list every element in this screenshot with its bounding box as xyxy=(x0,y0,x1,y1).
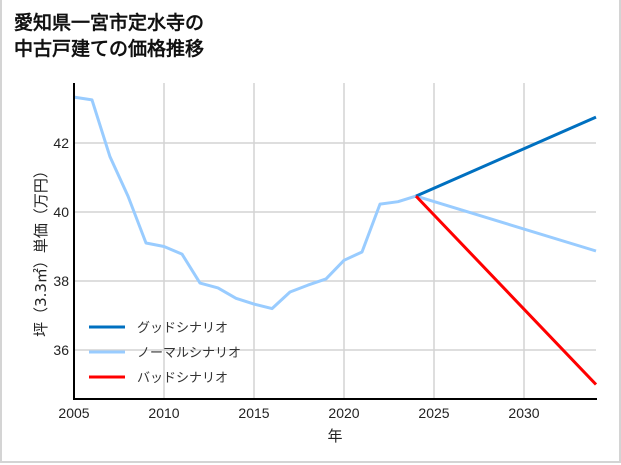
chart-title-line1: 愛知県一宮市定水寺の xyxy=(14,12,205,34)
legend-item: グッドシナリオ xyxy=(89,321,228,336)
data-series xyxy=(73,95,598,386)
x-tick-label: 2015 xyxy=(238,405,269,421)
legend-item: バッドシナリオ xyxy=(89,371,228,386)
y-tick-label: 38 xyxy=(53,273,69,289)
x-axis-label: 年 xyxy=(327,427,342,445)
x-tick-labels: 2005 2010 2015 2020 2025 2030 xyxy=(58,405,539,421)
legend-item: ノーマルシナリオ xyxy=(89,346,241,361)
x-tick-label: 2030 xyxy=(508,405,539,421)
y-tick-labels: 36 38 40 42 xyxy=(53,135,69,358)
legend-label: グッドシナリオ xyxy=(137,321,228,336)
axes xyxy=(73,83,597,400)
x-tick-label: 2005 xyxy=(58,405,89,421)
series-line xyxy=(415,115,597,198)
x-tick-label: 2010 xyxy=(148,405,179,421)
x-tick-label: 2020 xyxy=(328,405,359,421)
y-axis-label: 坪（3.3㎡）単価（万円） xyxy=(32,163,50,337)
y-tick-label: 40 xyxy=(53,204,69,220)
chart-title-line2: 中古戸建ての価格推移 xyxy=(14,38,205,60)
legend-label: バッドシナリオ xyxy=(137,371,228,386)
series-line xyxy=(414,195,598,386)
y-tick-label: 36 xyxy=(53,342,69,358)
y-tick-label: 42 xyxy=(53,135,69,151)
chart-title: 愛知県一宮市定水寺の 中古戸建ての価格推移 xyxy=(14,10,204,62)
grid-lines xyxy=(74,83,596,398)
legend-label: ノーマルシナリオ xyxy=(137,346,241,361)
x-tick-label: 2025 xyxy=(418,405,449,421)
series-line xyxy=(73,95,597,311)
